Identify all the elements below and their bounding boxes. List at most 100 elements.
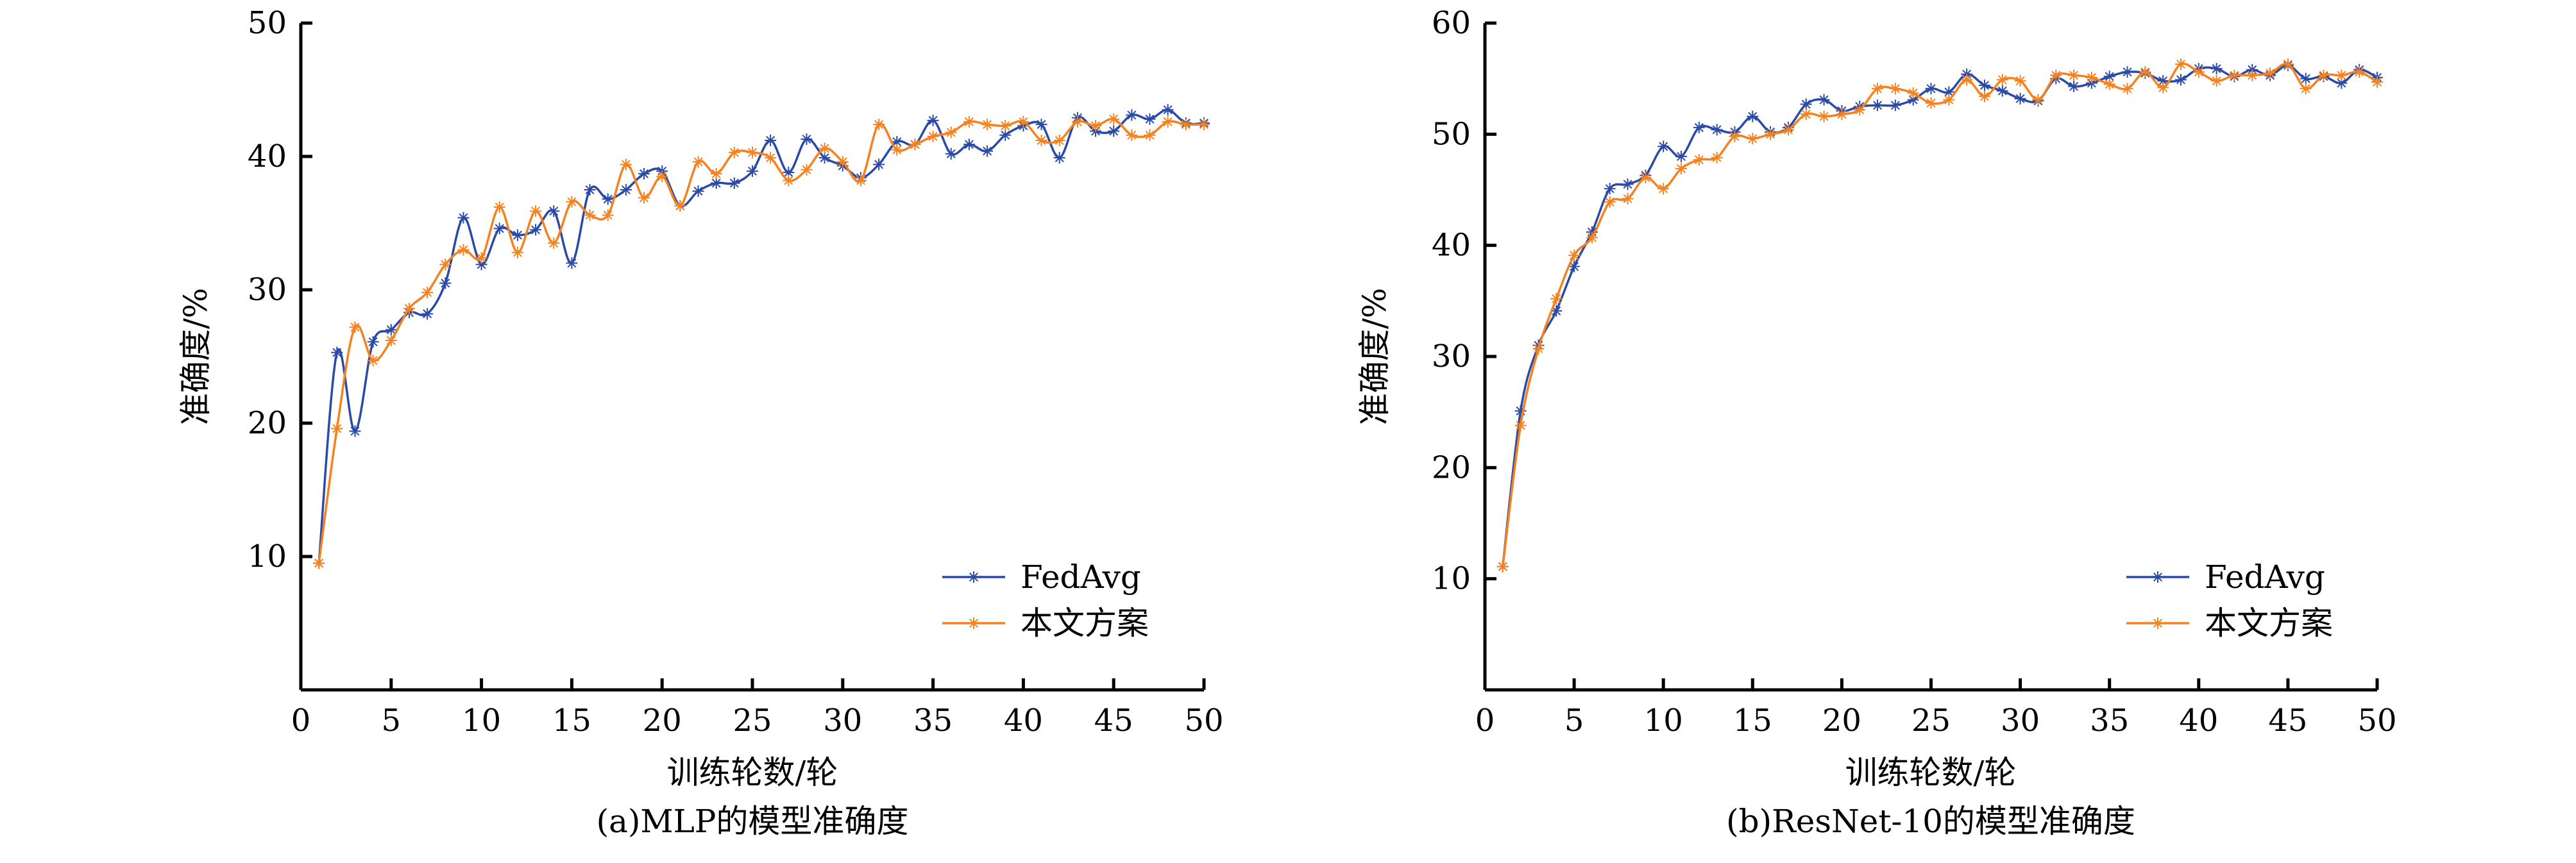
data-point	[1108, 113, 1120, 125]
x-tick-label: 30	[823, 703, 862, 739]
x-tick-label: 45	[1094, 703, 1133, 739]
data-point	[620, 184, 632, 196]
y-tick-label: 10	[1432, 561, 1471, 597]
data-point	[1568, 260, 1580, 272]
data-point	[1162, 115, 1174, 128]
data-point	[566, 196, 578, 208]
data-point	[1907, 87, 1919, 99]
data-point	[530, 205, 542, 217]
data-point	[457, 244, 470, 256]
y-axis-label: 准确度/%	[1356, 288, 1393, 425]
data-point	[1889, 83, 1901, 95]
data-point	[963, 115, 975, 128]
y-tick-label: 30	[1432, 339, 1471, 374]
data-point	[1711, 124, 1723, 136]
legend-label: 本文方案	[2205, 605, 2333, 642]
y-axis-label: 准确度/%	[177, 288, 214, 425]
legend-entry: 本文方案	[2126, 605, 2333, 642]
x-tick-label: 50	[2357, 703, 2396, 739]
legend-entry: FedAvg	[2126, 558, 2325, 596]
x-tick-label: 35	[913, 703, 953, 739]
data-point	[674, 199, 686, 212]
data-point	[1800, 98, 1812, 110]
data-point	[1514, 419, 1527, 432]
data-point	[1108, 125, 1120, 137]
data-point	[475, 258, 487, 271]
data-point	[2264, 67, 2276, 79]
data-point	[710, 168, 722, 180]
data-point	[2353, 66, 2366, 78]
data-point	[1693, 154, 1705, 166]
data-point	[710, 177, 722, 189]
data-point	[1996, 85, 2008, 97]
data-point	[891, 144, 903, 156]
data-point	[1782, 124, 1794, 136]
data-point	[1496, 560, 1509, 573]
legend-marker-icon	[968, 617, 979, 629]
data-point	[1943, 94, 1955, 106]
data-point	[1622, 192, 1634, 205]
y-tick-label: 10	[248, 539, 287, 574]
y-tick-label: 40	[248, 138, 287, 174]
data-point	[1943, 86, 1955, 98]
data-point	[1198, 119, 1210, 131]
series-line	[318, 117, 1205, 564]
x-tick-label: 0	[291, 703, 311, 739]
data-point	[818, 152, 831, 164]
data-point	[1090, 120, 1102, 132]
data-point	[2085, 71, 2097, 83]
data-point	[584, 209, 596, 221]
data-point	[1675, 151, 1688, 162]
data-point	[1035, 119, 1047, 131]
data-point	[602, 209, 614, 221]
data-point	[638, 192, 650, 204]
y-tick-label: 50	[1432, 116, 1471, 152]
data-point	[2068, 80, 2080, 92]
data-point	[728, 146, 740, 158]
data-point	[836, 156, 849, 168]
data-point	[2068, 69, 2080, 81]
data-point	[457, 212, 470, 224]
data-point	[765, 152, 777, 164]
x-tick-label: 35	[2090, 703, 2129, 739]
data-point	[1657, 140, 1670, 153]
data-point	[1925, 83, 1937, 95]
data-point	[927, 114, 939, 126]
x-tick-label: 5	[1564, 703, 1584, 739]
data-point	[1800, 108, 1812, 121]
y-tick-label: 60	[1432, 5, 1471, 41]
data-point	[927, 130, 939, 142]
data-point	[367, 336, 379, 348]
data-point	[1550, 305, 1563, 317]
data-point	[1765, 128, 1777, 140]
series-proposed	[313, 113, 1210, 569]
data-point	[801, 163, 813, 176]
data-point	[909, 138, 921, 151]
data-point	[1604, 196, 1616, 208]
series-fedavg	[1496, 59, 2383, 573]
data-point	[1675, 163, 1688, 175]
data-point	[963, 138, 975, 151]
data-point	[747, 165, 758, 177]
legend-marker-icon	[968, 571, 979, 583]
legend-marker-icon	[2152, 571, 2164, 583]
data-point	[891, 136, 903, 148]
data-point	[439, 258, 452, 271]
chart-caption: (a)MLP的模型准确度	[597, 803, 909, 840]
data-point	[2246, 69, 2258, 81]
data-point	[945, 147, 957, 160]
data-point	[999, 129, 1012, 141]
chart-resnet10-accuracy: 准确度/% 训练轮数/轮 (b)ResNet-10的模型准确度 10 20 30 40…	[1356, 5, 2397, 840]
x-tick-label: 40	[1004, 703, 1043, 739]
chart-mlp-accuracy: 准确度/% 训练轮数/轮 (a)MLP的模型准确度 10 20 30 40 50 0 5 10…	[177, 5, 1224, 840]
data-point	[530, 224, 542, 236]
legend-label: 本文方案	[1021, 605, 1149, 642]
data-point	[1978, 80, 1990, 92]
series-line	[1502, 62, 2378, 567]
data-point	[1532, 342, 1545, 355]
data-point	[1889, 99, 1901, 112]
data-point	[2228, 69, 2241, 81]
x-tick-label: 45	[2268, 703, 2307, 739]
data-point	[385, 335, 397, 347]
data-point	[656, 171, 668, 183]
